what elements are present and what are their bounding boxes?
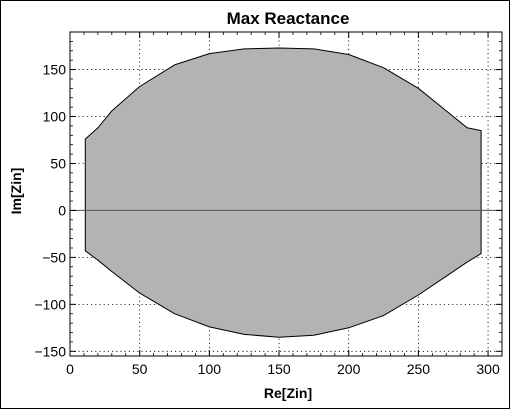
- y-tick-label: 0: [58, 202, 66, 218]
- plot-area-frame: [69, 31, 503, 357]
- y-tick-label: −50: [42, 249, 66, 265]
- y-tick-label: −150: [34, 343, 66, 359]
- x-tick-label: 100: [198, 361, 222, 377]
- area-series: [84, 47, 482, 338]
- y-tick-label: 50: [50, 155, 66, 171]
- y-tick-label: −100: [34, 296, 66, 312]
- x-tick-label: 300: [476, 361, 500, 377]
- x-tick-label: 50: [132, 361, 148, 377]
- x-tick-label: 0: [66, 361, 74, 377]
- reactance-region: [84, 47, 482, 338]
- chart-title: Max Reactance: [227, 9, 350, 28]
- x-tick-label: 150: [267, 361, 291, 377]
- y-tick-label: 100: [43, 109, 67, 125]
- y-axis-label: Im[Zin]: [8, 168, 24, 215]
- axis-ticks: 0 50 100 150 200 250 300 −150 −100 −50 0 50 100 150: [34, 32, 503, 377]
- x-tick-label: 200: [337, 361, 361, 377]
- y-tick-label: 150: [43, 62, 67, 78]
- x-axis-label: Re[Zin]: [264, 385, 312, 401]
- x-tick-label: 250: [407, 361, 431, 377]
